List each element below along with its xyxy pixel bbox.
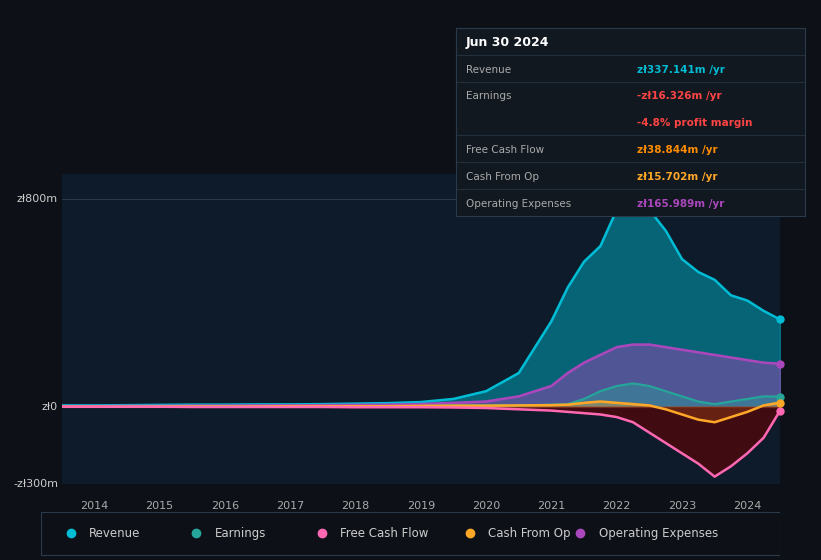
Text: zł15.702m /yr: zł15.702m /yr [637,172,718,182]
Text: 2024: 2024 [733,502,762,511]
Text: Operating Expenses: Operating Expenses [599,527,718,540]
Text: -zł300m: -zł300m [13,479,58,489]
Text: -4.8% profit margin: -4.8% profit margin [637,118,753,128]
Text: zł0: zł0 [42,402,58,412]
Text: Cash From Op: Cash From Op [488,527,571,540]
Text: 2017: 2017 [276,502,305,511]
Text: 2020: 2020 [472,502,500,511]
Text: 2018: 2018 [342,502,369,511]
Text: 2015: 2015 [145,502,173,511]
Text: Revenue: Revenue [466,64,511,74]
Text: Free Cash Flow: Free Cash Flow [466,145,544,155]
Text: zł38.844m /yr: zł38.844m /yr [637,145,718,155]
Text: zł800m: zł800m [17,194,58,204]
Text: 2022: 2022 [603,502,631,511]
Text: Operating Expenses: Operating Expenses [466,199,571,208]
Text: 2019: 2019 [406,502,435,511]
Text: zł337.141m /yr: zł337.141m /yr [637,64,725,74]
Text: 2016: 2016 [211,502,239,511]
Text: 2021: 2021 [537,502,566,511]
Text: Earnings: Earnings [466,91,511,101]
Text: Earnings: Earnings [215,527,266,540]
Text: Revenue: Revenue [89,527,140,540]
Text: Free Cash Flow: Free Cash Flow [341,527,429,540]
Text: zł165.989m /yr: zł165.989m /yr [637,199,724,208]
Text: 2014: 2014 [80,502,108,511]
Text: Jun 30 2024: Jun 30 2024 [466,36,549,49]
Text: Cash From Op: Cash From Op [466,172,539,182]
Text: 2023: 2023 [667,502,696,511]
Text: -zł16.326m /yr: -zł16.326m /yr [637,91,722,101]
